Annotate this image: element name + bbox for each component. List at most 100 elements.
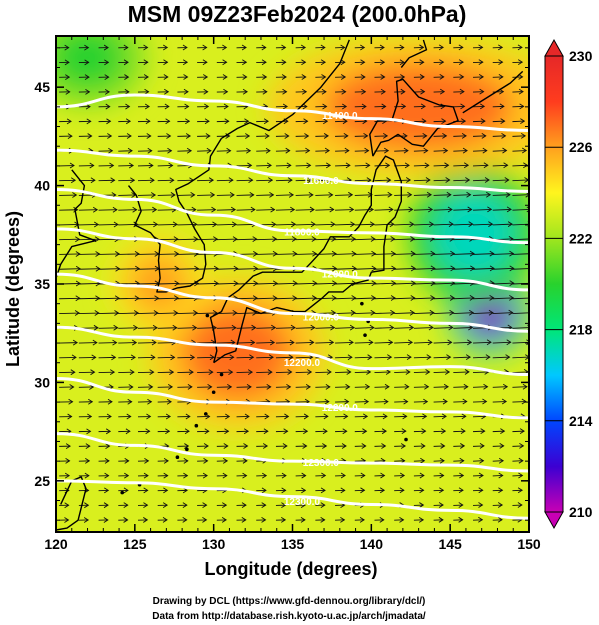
wind-arrowhead [165,118,171,125]
wind-arrowhead [269,339,276,346]
wind-arrowhead [130,177,136,184]
wind-arrow [374,253,396,255]
wind-arrow [177,253,199,255]
wind-arrow [492,401,507,403]
wind-arrowhead [209,354,215,361]
wind-arrow [374,164,390,167]
wind-arrowhead [498,74,504,80]
colorbar-max-arrow [544,38,564,57]
wind-arrowhead [465,354,471,361]
wind-arrowhead [385,162,391,169]
wind-arrow [354,297,376,300]
wind-arrow [433,356,451,359]
wind-arrowhead [287,369,293,375]
wind-arrowhead [380,88,386,95]
wind-arrowhead [363,133,369,139]
wind-arrow [275,209,295,211]
wind-arrow [453,282,475,285]
wind-arrowhead [443,383,449,390]
wind-arrowhead [351,265,357,272]
wind-arrow [157,282,179,285]
wind-arrow [315,327,335,329]
wind-arrow [118,327,138,329]
wind-arrowhead [222,502,228,509]
wind-arrow [473,341,492,344]
wind-arrowhead [389,324,395,331]
wind-arrowhead [245,133,251,139]
wind-arrow [335,223,355,226]
wind-arrowhead [479,457,485,464]
wind-arrowhead [192,221,198,228]
wind-arrowhead [519,443,525,449]
wind-arrow [354,327,374,329]
wind-arrowhead [361,88,367,95]
wind-arrowhead [311,295,318,301]
x-tick-label: 125 [123,536,147,552]
wind-arrow [78,238,100,241]
wind-arrow [157,342,176,344]
wind-arrow [394,386,409,388]
wind-arrowhead [124,472,130,479]
wind-arrowhead [459,88,465,95]
wind-arrowhead [132,206,138,213]
wind-arrow [118,253,140,255]
wind-arrowhead [424,383,430,390]
wind-arrowhead [399,44,405,51]
wind-arrowhead [526,339,529,346]
wind-arrowhead [249,354,255,361]
wind-arrowhead [292,250,298,257]
wind-arrow [315,223,335,226]
island [185,447,189,452]
wind-arrowhead [390,236,396,242]
wind-arrow [394,223,414,226]
wind-arrowhead [91,354,97,361]
wind-arrowhead [478,472,484,479]
wind-arrowhead [72,339,78,346]
wind-arrow [433,401,448,403]
wind-arrowhead [350,309,356,316]
wind-arrow [118,312,139,314]
wind-arrow [137,223,158,226]
wind-arrowhead [525,354,529,360]
wind-arrowhead [446,191,452,198]
wind-arrowhead [253,265,259,272]
wind-arrowhead [360,472,366,479]
wind-arrow [236,297,258,300]
contour-label: 11800.0 [284,228,320,239]
wind-arrowhead [105,443,111,449]
wind-arrow [275,179,292,182]
contour-label: 12300.0 [303,458,340,469]
wind-arrow [256,356,274,359]
wind-arrowhead [449,295,456,301]
wind-arrowhead [93,324,99,331]
wind-arrow [157,238,178,241]
wind-arrowhead [84,502,90,509]
wind-arrowhead [328,191,334,198]
wind-arrowhead [518,74,524,80]
wind-arrow [433,371,450,374]
wind-arrow [512,135,526,137]
wind-arrow [453,267,475,270]
wind-arrowhead [326,369,332,375]
wind-arrow [453,135,467,137]
wind-arrowhead [332,280,338,287]
wind-arrowhead [281,487,287,494]
wind-arrowhead [211,206,217,213]
wind-arrow [197,268,219,270]
wind-arrow [413,371,430,374]
wind-arrowhead [265,147,271,154]
wind-arrow [335,209,354,211]
wind-arrowhead [165,413,172,420]
wind-arrowhead [307,177,313,184]
wind-arrowhead [103,502,109,509]
colorbar-scale [544,55,564,513]
wind-arrowhead [425,177,431,183]
x-tick-label: 150 [517,536,541,552]
contour-label: 12000.0 [322,270,359,281]
wind-arrowhead [103,44,109,51]
wind-arrowhead [261,502,267,509]
wind-arrowhead [401,428,407,435]
wind-arrowhead [325,162,332,169]
wind-arrowhead [370,236,376,242]
wind-arrowhead [282,88,288,95]
